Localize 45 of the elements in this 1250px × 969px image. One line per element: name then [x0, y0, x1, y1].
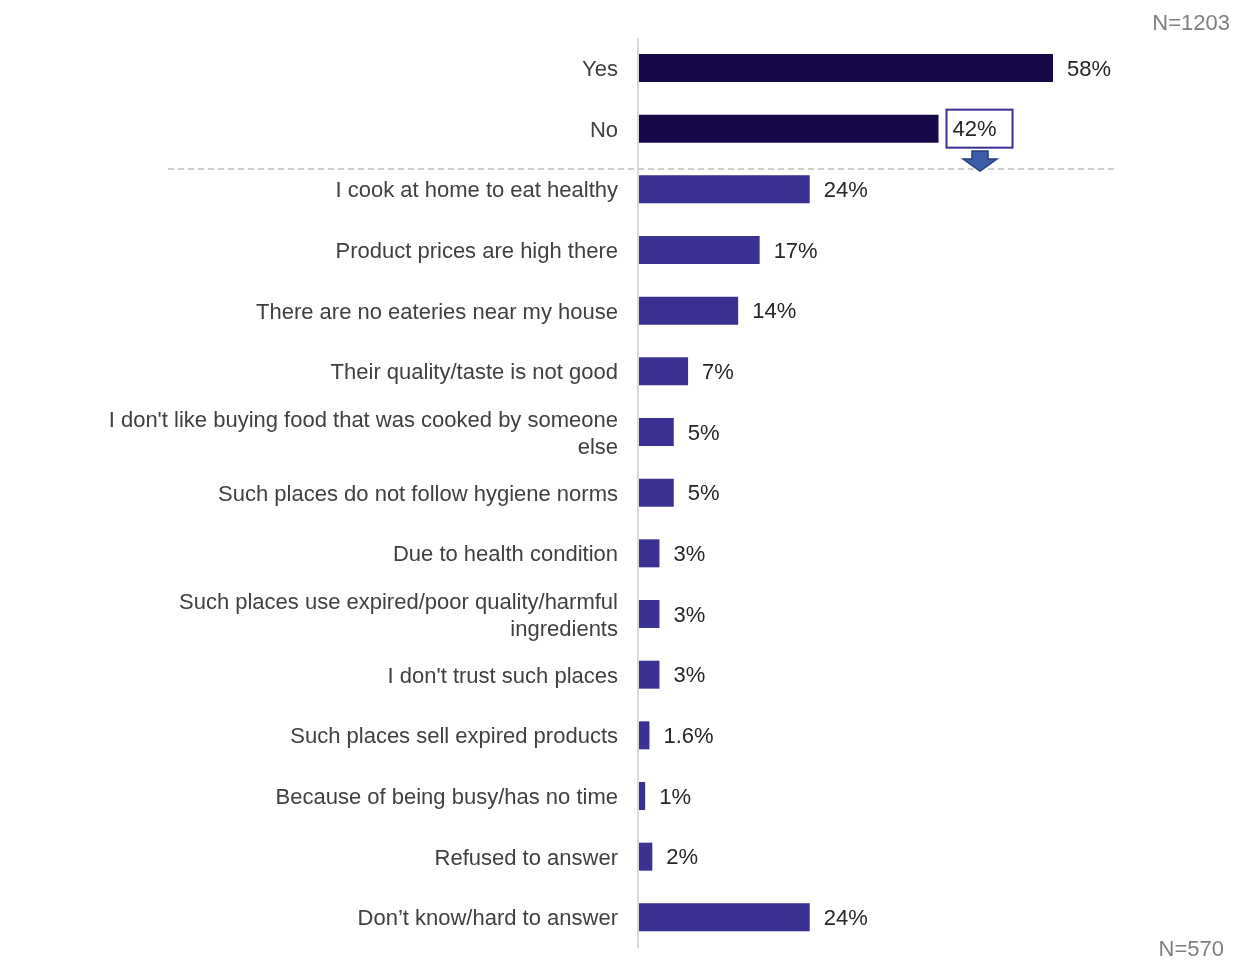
y-tick-label: Such places do not follow hygiene norms	[218, 480, 618, 506]
y-tick-label: There are no eateries near my house	[256, 298, 618, 324]
text: N=1203	[1152, 10, 1230, 36]
data-label: 24%	[823, 177, 868, 203]
data-label: 24%	[823, 905, 868, 931]
bar	[638, 236, 760, 264]
data-label: 7%	[702, 359, 734, 385]
bar	[638, 903, 810, 932]
y-tick-label: Don’t know/hard to answer	[357, 905, 618, 931]
bar	[638, 478, 674, 507]
y-tick-label: Yes	[582, 56, 618, 82]
data-label: 1.6%	[663, 723, 714, 749]
y-tick-label: No	[589, 116, 618, 142]
y-tick-label: I don't trust such places	[387, 662, 618, 688]
y-tick-label: Due to health condition	[392, 541, 618, 567]
bar	[638, 842, 653, 871]
y-tick-label: I cook at home to eat healthy	[335, 177, 618, 203]
bar	[638, 600, 660, 628]
data-label: 3%	[673, 601, 706, 627]
y-tick-label: Product prices are high there	[335, 238, 618, 264]
data-label: 3%	[673, 662, 706, 688]
y-tick-label: Such places use expired/poor quality/harmful ingredients	[178, 588, 618, 641]
data-label: 3%	[673, 541, 706, 567]
data-label: 17%	[773, 237, 818, 263]
bar	[638, 539, 660, 568]
y-tick-label: I don't like buying food that was cooked by someone else	[108, 406, 618, 459]
y-tick-label: Such places sell expired products	[290, 723, 618, 749]
y-tick-label: Refused to answer	[434, 844, 618, 870]
bar	[638, 296, 739, 325]
data-label: 1%	[659, 783, 691, 809]
data-label: 5%	[687, 419, 720, 445]
y-tick-label: Because of being busy/has no time	[275, 784, 618, 810]
data-label: 5%	[687, 480, 720, 506]
y-tick-label: Their quality/taste is not good	[330, 359, 618, 385]
bar	[638, 54, 1053, 82]
bar	[638, 418, 674, 446]
text: N=570	[1158, 936, 1224, 962]
data-label: 42%	[952, 116, 997, 142]
bar	[638, 357, 689, 386]
bar	[638, 660, 660, 689]
data-label: 58%	[1067, 55, 1112, 81]
bar	[638, 114, 939, 143]
data-label: 2%	[666, 844, 699, 870]
data-label: 14%	[752, 298, 797, 324]
bar	[638, 175, 810, 204]
